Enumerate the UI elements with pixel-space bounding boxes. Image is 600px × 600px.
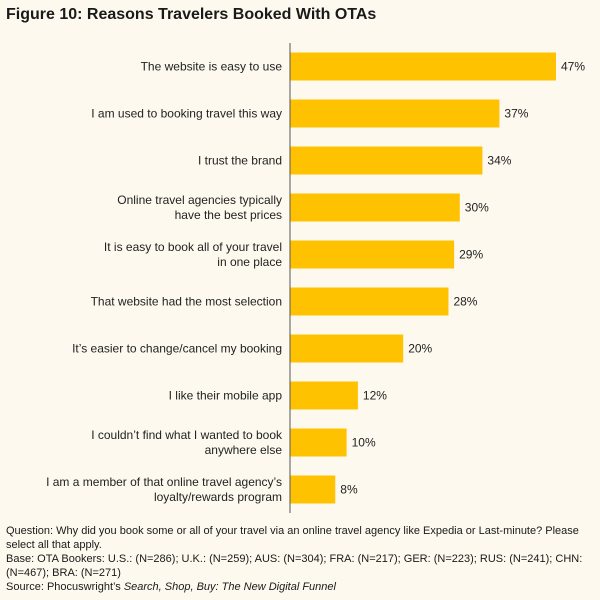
bar-value-label: 12% bbox=[363, 389, 387, 403]
category-label: I am a member of that online travel agen… bbox=[46, 475, 282, 504]
chart-title: Figure 10: Reasons Travelers Booked With… bbox=[6, 6, 377, 23]
bar-value-label: 30% bbox=[465, 201, 489, 215]
bar bbox=[290, 334, 404, 363]
bar-value-label: 8% bbox=[340, 483, 358, 497]
category-label: I am used to booking travel this way bbox=[91, 107, 282, 121]
bar bbox=[290, 381, 358, 410]
bar bbox=[290, 99, 500, 128]
question-note: Question: Why did you book some or all o… bbox=[6, 525, 579, 551]
bar-value-label: 10% bbox=[352, 436, 376, 450]
category-label: I couldn’t find what I wanted to book any… bbox=[91, 428, 283, 457]
bar-value-label: 29% bbox=[459, 248, 483, 262]
category-label: It is easy to book all of your travel in … bbox=[104, 240, 282, 269]
chart-notes: Question: Why did you book some or all o… bbox=[6, 524, 596, 594]
bar bbox=[290, 146, 483, 175]
bar-value-label: 47% bbox=[561, 60, 585, 74]
source-note: Source: Phocuswright’s Search, Shop, Buy… bbox=[6, 580, 596, 594]
bar bbox=[290, 193, 460, 222]
bar-value-label: 28% bbox=[453, 295, 477, 309]
bar bbox=[290, 428, 347, 457]
source-title: Search, Shop, Buy: The New Digital Funne… bbox=[123, 581, 336, 593]
bar-value-label: 34% bbox=[487, 154, 511, 168]
bar bbox=[290, 52, 556, 81]
bar-chart: 47% The website is easy to use 37% I am use… bbox=[46, 43, 585, 513]
category-label: It’s easier to change/cancel my booking bbox=[72, 342, 282, 356]
category-label: That website had the most selection bbox=[91, 295, 282, 309]
category-label: I trust the brand bbox=[198, 154, 282, 168]
bar-value-label: 20% bbox=[408, 342, 432, 356]
category-label: I like their mobile app bbox=[169, 389, 283, 403]
base-note: Base: OTA Bookers: U.S.: (N=286); U.K.: … bbox=[6, 553, 583, 579]
bar-value-label: 37% bbox=[504, 107, 528, 121]
bar bbox=[290, 475, 336, 504]
bar bbox=[290, 240, 455, 269]
category-label: The website is easy to use bbox=[141, 60, 283, 74]
bar bbox=[290, 287, 449, 316]
source-prefix: Source: Phocuswright’s bbox=[6, 581, 124, 593]
category-label: Online travel agencies typically have the… bbox=[117, 193, 282, 222]
